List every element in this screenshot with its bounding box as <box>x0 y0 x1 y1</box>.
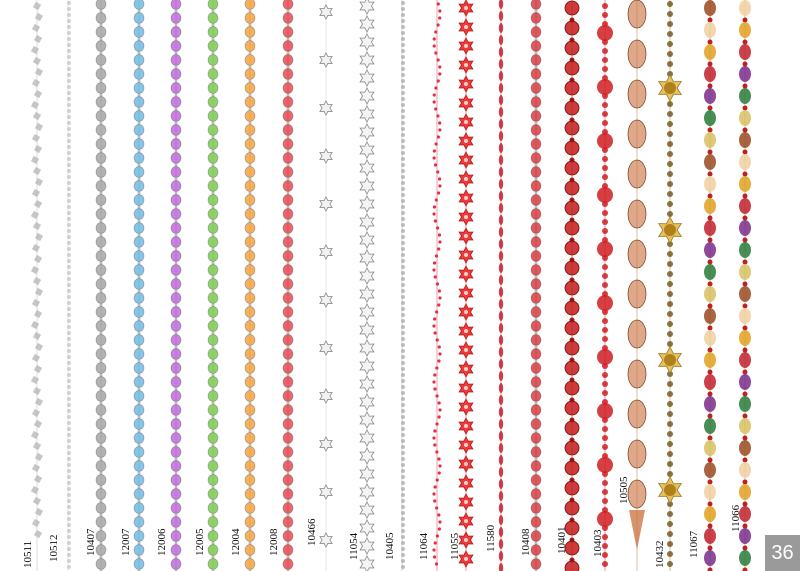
strand-code-label: 10512 <box>48 534 60 563</box>
strand-code-label: 10466 <box>306 518 318 547</box>
strand-code-label: 12006 <box>156 528 168 557</box>
strand-code-label: 12005 <box>194 528 206 557</box>
bead-strand-11055 <box>458 0 474 571</box>
bead-strand-12007 <box>133 0 145 571</box>
bead-strand-10403 <box>597 0 613 571</box>
strand-code-label: 11064 <box>418 532 430 560</box>
strand-code-label: 11067 <box>688 530 700 558</box>
strand-code-label: 10432 <box>654 540 666 569</box>
bead-strand-10505 <box>627 0 647 571</box>
strand-code-label: 12007 <box>120 528 132 557</box>
bead-strand-11054 <box>359 0 375 571</box>
bead-strand-10401 <box>564 0 580 571</box>
strand-code-label: 11066 <box>730 504 742 532</box>
bead-strand-12006 <box>170 0 182 571</box>
bead-strand-10405 <box>401 0 405 571</box>
strand-code-label: 10403 <box>592 529 604 558</box>
bead-strand-12008 <box>282 0 294 571</box>
bead-strand-12004 <box>244 0 256 571</box>
strand-code-label: 11580 <box>485 524 497 552</box>
bead-strand-11066 <box>739 0 751 571</box>
strand-code-label: 12008 <box>268 528 280 557</box>
strand-code-label: 10505 <box>618 476 630 505</box>
strand-code-label: 12004 <box>230 528 242 557</box>
bead-strand-10466 <box>319 0 333 571</box>
strand-code-label: 10401 <box>556 526 568 555</box>
page-number-badge: 36 <box>765 535 800 571</box>
strand-code-label: 11055 <box>449 532 461 560</box>
strand-code-label: 10407 <box>85 528 97 557</box>
bead-strand-10432 <box>657 0 683 571</box>
bead-strand-11067 <box>704 0 716 571</box>
strand-code-label: 10405 <box>384 532 396 561</box>
bead-strand-11064 <box>432 0 442 571</box>
bead-strand-10511 <box>30 0 44 571</box>
strand-code-label: 11054 <box>348 532 360 560</box>
bead-strand-10512 <box>67 0 71 571</box>
strand-code-label: 10408 <box>520 528 532 557</box>
bead-strand-10408 <box>530 0 542 571</box>
bead-strand-10407 <box>95 0 107 571</box>
bead-strand-12005 <box>207 0 219 571</box>
strand-code-label: 10511 <box>22 540 34 568</box>
bead-strand-11580 <box>498 0 504 571</box>
